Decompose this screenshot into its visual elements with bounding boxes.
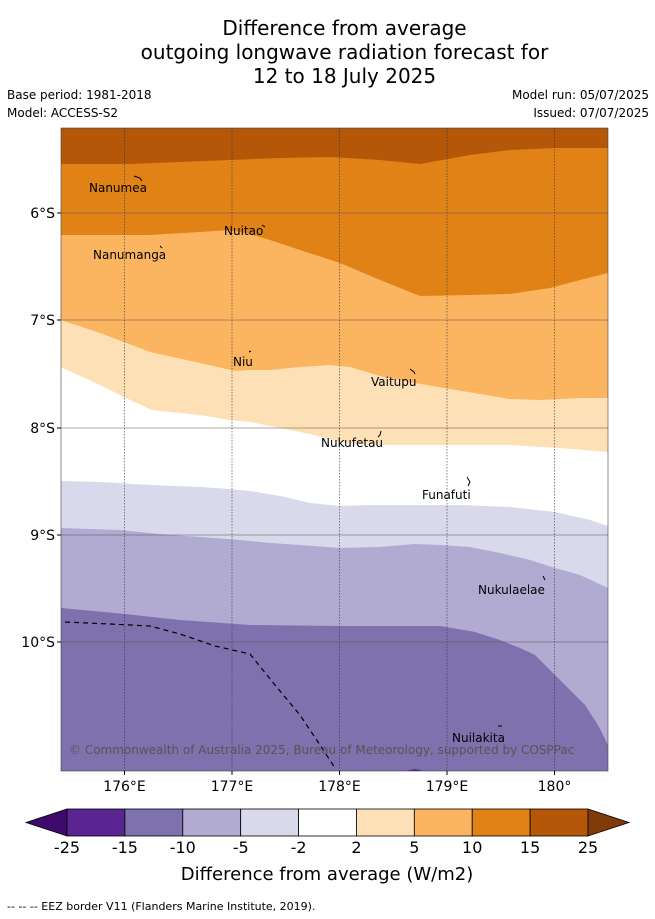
island-label-funafuti: Funafuti xyxy=(422,488,471,502)
map-frame xyxy=(60,127,609,772)
colorbar-extend-low xyxy=(24,808,68,837)
y-tick-label: 6°S xyxy=(30,206,55,222)
y-tick-label: 7°S xyxy=(30,313,55,329)
x-tick-label: 177°E xyxy=(211,779,254,795)
colorbar-segment xyxy=(413,808,473,837)
island-label-niu: Niu xyxy=(233,355,253,369)
colorbar-tick-label: -15 xyxy=(112,838,138,857)
colorbar-tick-labels: -25 -15 -10 -5 -2 2 5 10 15 25 xyxy=(54,838,598,857)
island-shape-vaitupu xyxy=(409,368,416,375)
colorbar-segment xyxy=(356,808,415,837)
island-shape-nukulaelae xyxy=(542,575,546,581)
map-plot-area: Nanumea Nuitao Nanumanga Niu Vaitupu Nuk… xyxy=(61,128,608,771)
colorbar-tick-label: -2 xyxy=(291,838,307,857)
colorbar-segment xyxy=(66,808,126,837)
longitude-gridlines xyxy=(124,128,555,771)
island-outlines xyxy=(133,175,546,727)
island-label-vaitupu: Vaitupu xyxy=(371,375,417,389)
x-tick-label: 179°E xyxy=(426,779,469,795)
x-tick-label: 178°E xyxy=(318,779,361,795)
island-label-nuitao: Nuitao xyxy=(224,224,263,238)
eez-border-line xyxy=(64,621,336,769)
chart-title: Difference from average outgoing longwav… xyxy=(0,16,655,88)
colorbar-tick-label: -10 xyxy=(170,838,196,857)
copyright-notice: © Commonwealth of Australia 2025, Bureau… xyxy=(69,743,574,757)
title-line-3: 12 to 18 July 2025 xyxy=(252,64,437,88)
colorbar-extend-high xyxy=(587,808,631,837)
colorbar-tick-label: -25 xyxy=(54,838,80,857)
colorbar-segment xyxy=(240,808,299,837)
colorbar-segment xyxy=(298,808,357,837)
island-shape-nuitao xyxy=(261,224,266,228)
colorbar-segment xyxy=(529,808,589,837)
band-minus25-minus15 xyxy=(405,769,424,771)
colorbar-tick-label: 15 xyxy=(520,838,540,857)
island-shape-funafuti xyxy=(466,476,471,487)
latitude-gridlines xyxy=(61,212,608,643)
island-shape-nukufetau xyxy=(377,430,382,438)
island-label-nuilakita: Nuilakita xyxy=(452,731,505,745)
island-shape-nanumea xyxy=(133,175,143,182)
y-tick-label: 8°S xyxy=(30,421,55,437)
x-tick-label: 176°E xyxy=(103,779,146,795)
eez-footer-note: -- -- -- EEZ border V11 (Flanders Marine… xyxy=(7,900,316,913)
island-label-nanumea: Nanumea xyxy=(89,181,147,195)
island-label-nukufetau: Nukufetau xyxy=(321,436,383,450)
y-tick-label: 10°S xyxy=(21,635,55,651)
colorbar-tick-label: 10 xyxy=(462,838,482,857)
x-tick-label: 180° xyxy=(538,779,572,795)
island-label-nanumanga: Nanumanga xyxy=(93,248,166,262)
colorbar-tick-label: 5 xyxy=(409,838,419,857)
island-shape-nanumanga xyxy=(159,245,163,249)
band-15-25 xyxy=(61,128,608,164)
island-label-nukulaelae: Nukulaelae xyxy=(478,583,545,597)
model-run-label: Model run: 05/07/2025 xyxy=(511,88,649,102)
band-10-15 xyxy=(61,128,608,296)
island-shape-niu xyxy=(248,350,252,353)
title-line-1: Difference from average xyxy=(222,16,467,40)
colorbar-tick-label: 2 xyxy=(351,838,361,857)
model-label: Model: ACCESS-S2 xyxy=(7,106,119,120)
colorbar-segment xyxy=(124,808,184,837)
title-line-2: outgoing longwave radiation forecast for xyxy=(140,40,549,64)
x-axis: 176°E 177°E 178°E 179°E 180° xyxy=(103,771,571,795)
colorbar-segment xyxy=(182,808,242,837)
y-axis: 6°S 7°S 8°S 9°S 10°S xyxy=(21,206,61,651)
colorbar-tick-label: -5 xyxy=(233,838,249,857)
colorbar-tick-label: 25 xyxy=(578,838,598,857)
issued-label: Issued: 07/07/2025 xyxy=(533,106,649,120)
colorbar-segment xyxy=(471,808,531,837)
colorbar xyxy=(24,808,631,837)
base-period-label: Base period: 1981-2018 xyxy=(7,88,152,102)
colorbar-title: Difference from average (W/m2) xyxy=(181,864,473,885)
y-tick-label: 9°S xyxy=(30,528,55,544)
